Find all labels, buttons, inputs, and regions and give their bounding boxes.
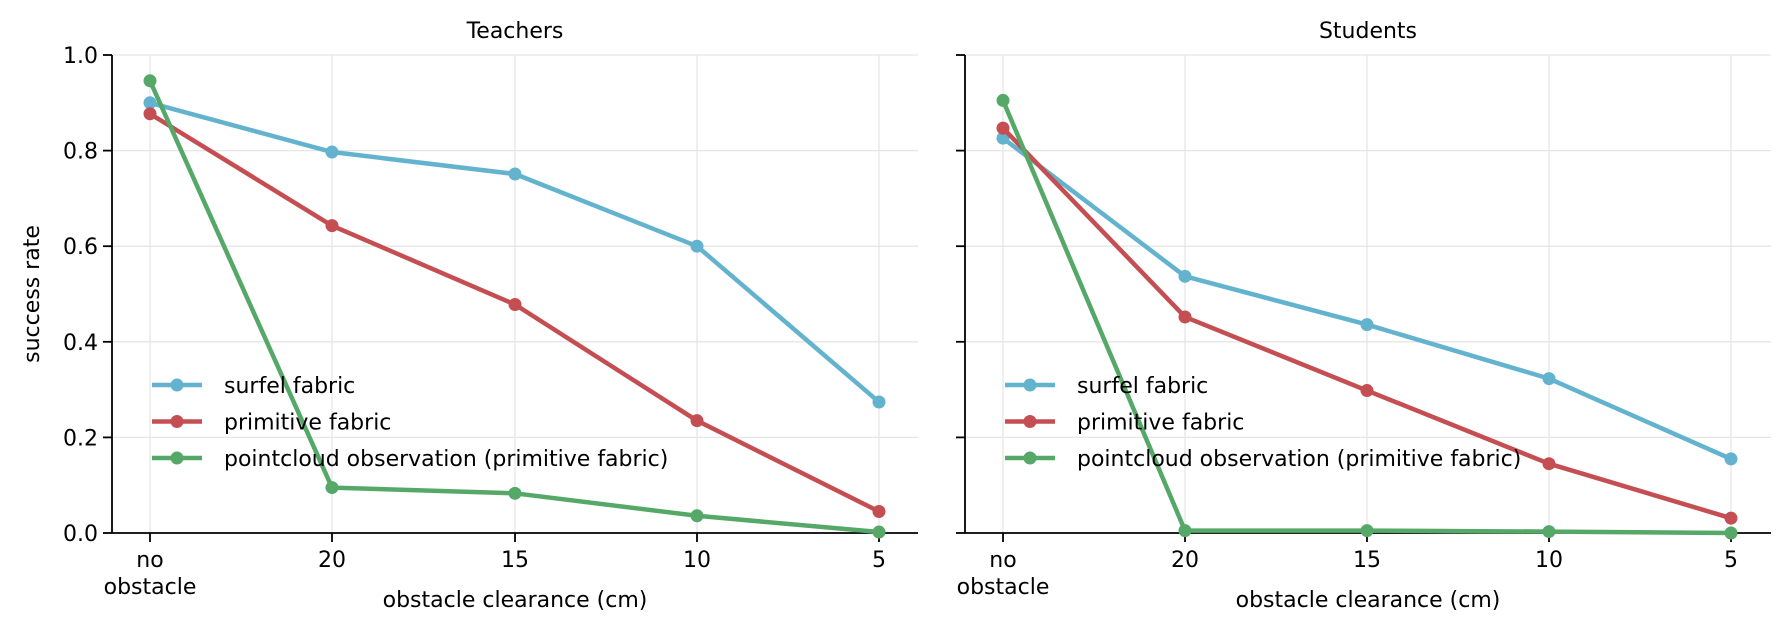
series-point (872, 525, 886, 539)
x-tick-label: 20 (1171, 548, 1199, 573)
series-point (1178, 524, 1192, 538)
series-point (508, 486, 522, 500)
legend-marker (1023, 415, 1037, 428)
legend-marker (1023, 378, 1037, 392)
y-tick-label: 0.8 (63, 140, 98, 165)
x-tick-label: obstacle (957, 575, 1050, 600)
y-tick-label: 0.4 (63, 331, 98, 356)
x-tick-label: 10 (683, 548, 711, 573)
series-point (996, 121, 1010, 135)
series-point (143, 96, 157, 110)
series-point (690, 239, 704, 253)
x-tick-label: no (136, 548, 163, 573)
y-tick-label: 0.0 (63, 522, 98, 547)
series-point (1724, 452, 1738, 466)
panel-title: Students (1319, 19, 1417, 44)
series-point (508, 167, 522, 181)
legend-marker (170, 378, 184, 392)
x-tick-label: 10 (1535, 548, 1563, 573)
panel-title: Teachers (466, 19, 564, 44)
legend-marker (170, 451, 184, 465)
series-point (690, 414, 704, 428)
series-point (1360, 318, 1374, 332)
legend: surfel fabric primitive fabric pointcloud … (1005, 374, 1521, 472)
series-point (996, 131, 1010, 145)
series-point (996, 93, 1010, 107)
legend-label: surfel fabric (224, 374, 355, 399)
legend-label: pointcloud observation (primitive fabric… (224, 447, 668, 472)
series-point (325, 481, 339, 495)
x-axis-label: obstacle clearance (cm) (383, 588, 648, 613)
series-point (1542, 372, 1556, 386)
series-point (872, 504, 886, 518)
legend-label: primitive fabric (224, 411, 391, 436)
y-tick-label: 0.6 (63, 235, 98, 260)
series-point (872, 395, 886, 409)
legend-label: primitive fabric (1077, 411, 1244, 436)
series-point (1724, 526, 1738, 540)
legend-marker (170, 415, 184, 428)
x-tick-label: 5 (1724, 548, 1738, 573)
series-point (690, 509, 704, 523)
series-point (508, 298, 522, 312)
series-point (325, 219, 339, 233)
series-point (143, 74, 157, 88)
legend: surfel fabric primitive fabric pointcloud … (152, 374, 668, 472)
legend-label: pointcloud observation (primitive fabric… (1077, 447, 1521, 472)
y-axis-label: success rate (20, 225, 45, 363)
series-point (1178, 310, 1192, 324)
x-tick-label: 15 (501, 548, 529, 573)
x-tick-label: no (989, 548, 1016, 573)
series-point (1360, 384, 1374, 398)
x-axis-label: obstacle clearance (cm) (1236, 588, 1501, 613)
legend-label: surfel fabric (1077, 374, 1208, 399)
y-tick-label: 1.0 (63, 44, 98, 69)
x-tick-label: 15 (1353, 548, 1381, 573)
series-point (1724, 511, 1738, 525)
series-point (1178, 269, 1192, 283)
x-tick-label: obstacle (104, 575, 197, 600)
series-point (1542, 457, 1556, 471)
series-point (1542, 525, 1556, 539)
legend-marker (1023, 451, 1037, 465)
x-tick-label: 20 (318, 548, 346, 573)
series-point (143, 107, 157, 121)
series-point (1360, 524, 1374, 538)
y-tick-label: 0.2 (63, 426, 98, 451)
series-point (325, 145, 339, 159)
x-tick-label: 5 (872, 548, 886, 573)
